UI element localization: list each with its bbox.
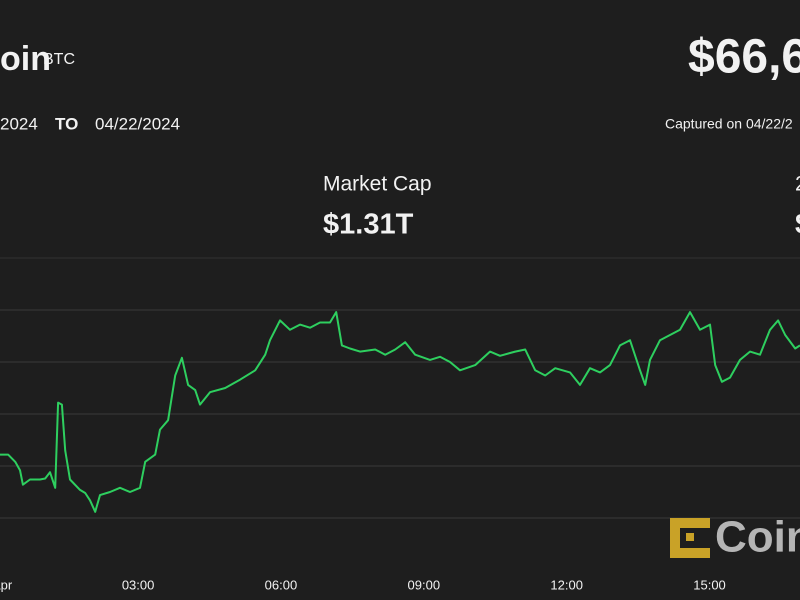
x-tick-label: Apr	[0, 577, 13, 592]
logo-part	[670, 518, 680, 558]
to-date: 04/22/2024	[95, 114, 180, 133]
logo-part	[670, 548, 710, 558]
to-word: TO	[55, 114, 78, 133]
captured: Captured on 04/22/2	[665, 116, 793, 132]
stat2-value: $	[795, 209, 800, 241]
from-date: 2024	[0, 114, 38, 133]
watermark-logo	[670, 518, 710, 558]
stat-value: $1.31T	[323, 209, 414, 241]
logo-part	[670, 518, 710, 528]
x-tick-label: 03:00	[122, 577, 155, 592]
x-tick-label: 12:00	[550, 577, 583, 592]
x-tick-label: 06:00	[265, 577, 298, 592]
asset-name: oin	[0, 40, 51, 78]
x-tick-label: 09:00	[408, 577, 441, 592]
x-tick-label: 15:00	[693, 577, 726, 592]
watermark: Coin	[715, 513, 800, 562]
price-line	[0, 311, 800, 513]
plot: Apr 03:00 06:00 09:00 12:00 15:00	[0, 309, 800, 592]
logo-part	[686, 533, 694, 541]
price: $66,6	[688, 31, 800, 84]
asset-symbol: BTC	[43, 51, 75, 68]
stat-label: Market Cap	[323, 173, 432, 196]
stat2-label: 2	[795, 173, 800, 196]
